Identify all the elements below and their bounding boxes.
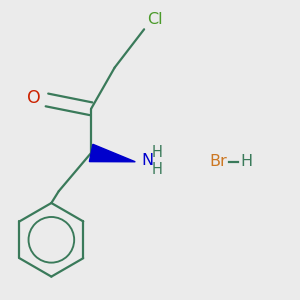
Polygon shape [89,144,135,162]
Text: H: H [152,162,163,177]
Text: Cl: Cl [147,12,163,27]
Text: O: O [27,89,41,107]
Text: Br: Br [209,154,226,169]
Text: H: H [241,154,253,169]
Text: H: H [152,145,163,160]
Text: N: N [141,153,153,168]
